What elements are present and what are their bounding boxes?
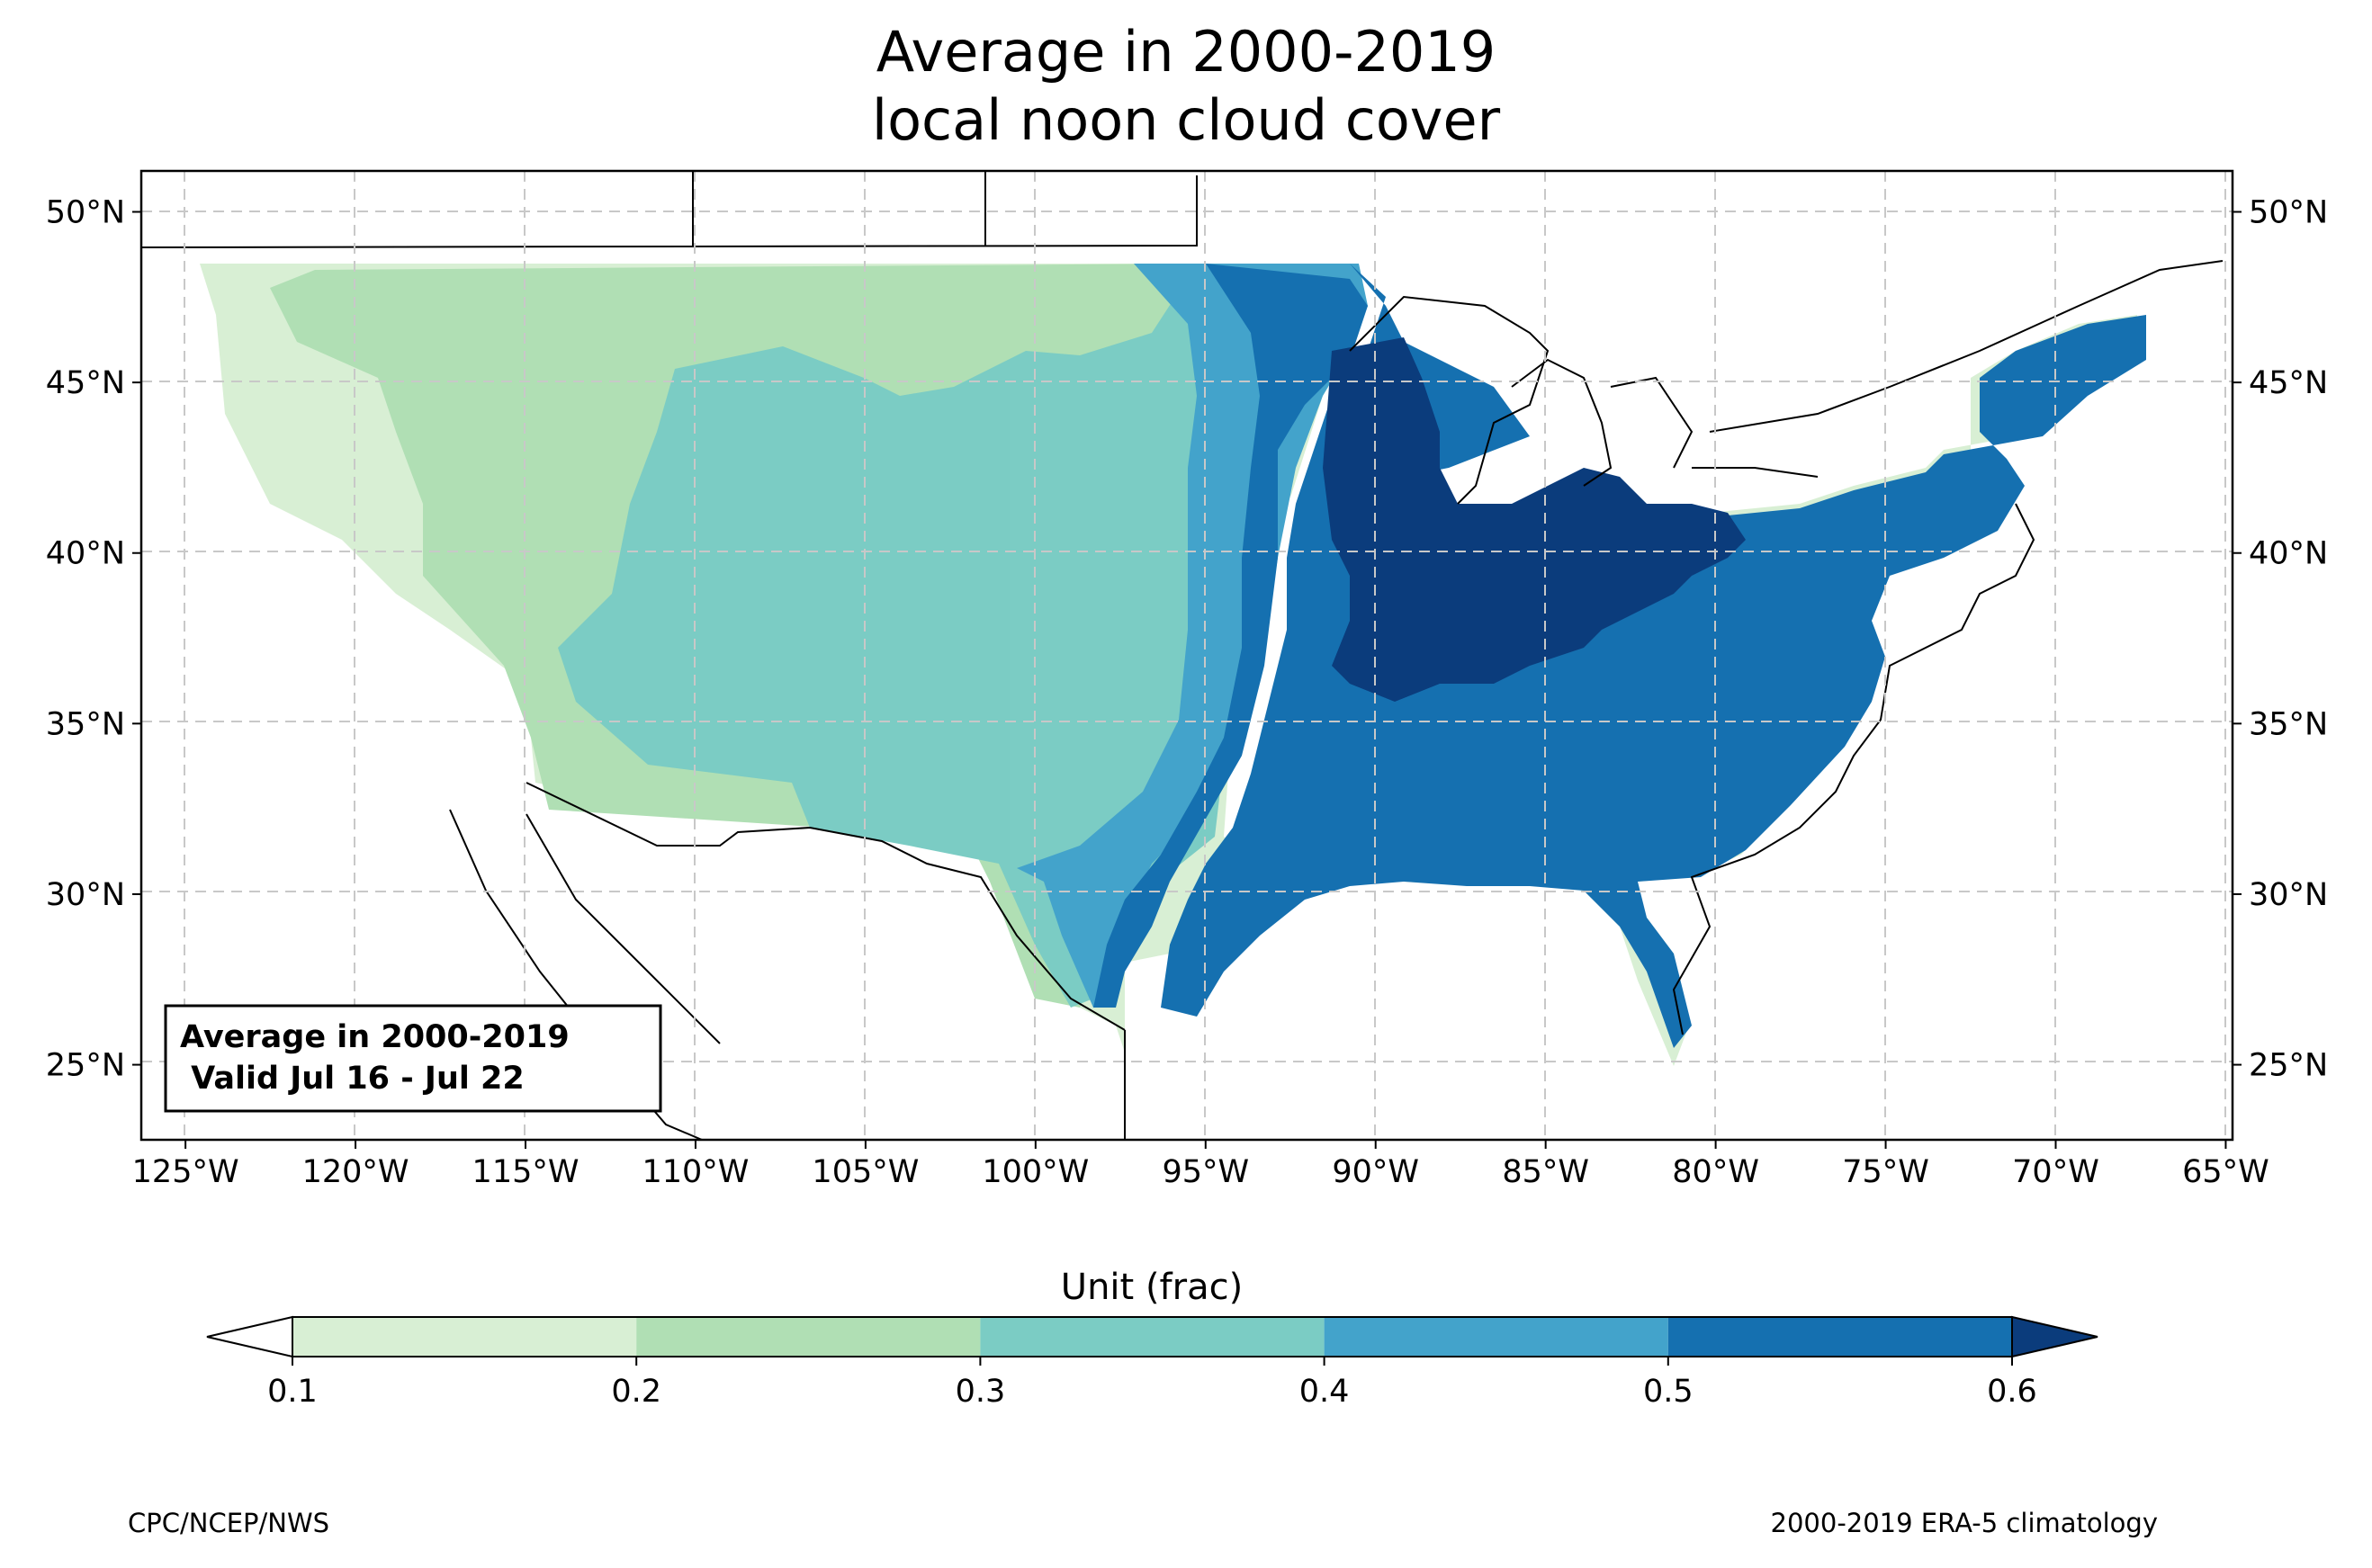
us-canada-border — [141, 175, 1198, 248]
east-coast — [1672, 503, 2035, 1035]
lat-tick-label: 25°N — [2249, 1048, 2328, 1084]
lat-tick-label: 45°N — [2249, 365, 2328, 401]
lat-tick-label: 35°N — [2249, 706, 2328, 742]
map-frame — [139, 169, 2234, 1142]
lon-tick-label: 65°W — [2182, 1154, 2269, 1190]
map-title-line-1: Average in 2000-2019 — [876, 19, 1496, 85]
colorbar-tick-label: 0.3 — [956, 1374, 1006, 1410]
longitude-ticks: 125°W 120°W 115°W 110°W 105°W 100°W 95°W 90°W 85… — [132, 1140, 2269, 1190]
colorbar-bin — [636, 1317, 981, 1357]
lat-tick-label: 45°N — [46, 365, 125, 401]
lat-tick-label: 40°N — [2249, 536, 2328, 572]
colorbar-tick-label: 0.5 — [1643, 1374, 1694, 1410]
lon-tick-label: 80°W — [1672, 1154, 1759, 1190]
lat-tick-label: 35°N — [46, 706, 125, 742]
lon-tick-label: 120°W — [302, 1154, 409, 1190]
colorbar-over-arrow — [2011, 1315, 2098, 1358]
map-title-line-2: local noon cloud cover — [871, 87, 1501, 153]
colorbar: 0.1 0.2 0.3 0.4 0.5 0.6 — [206, 1315, 2098, 1410]
annotation-line-1: Average in 2000-2019 — [180, 1019, 570, 1055]
latitude-ticks: 50°N 50°N 45°N 45°N 40°N 40°N 35°N 35°N 30°N 30°N… — [46, 195, 2328, 1084]
footer-climatology: 2000-2019 ERA-5 climatology — [1770, 1508, 2158, 1538]
colorbar-tick-label: 0.4 — [1299, 1374, 1350, 1410]
gulf-of-california-coast — [526, 813, 721, 1044]
colorbar-bin — [1324, 1317, 1668, 1357]
colorbar-tick-label: 0.6 — [1987, 1374, 2037, 1410]
lon-tick-label: 100°W — [982, 1154, 1089, 1190]
us-mexico-border — [526, 782, 1126, 1031]
lon-tick-label: 90°W — [1332, 1154, 1419, 1190]
lon-tick-label: 105°W — [812, 1154, 919, 1190]
lat-tick-label: 30°N — [2249, 877, 2328, 913]
lon-tick-label: 75°W — [1842, 1154, 1929, 1190]
annotation-line-2: Valid Jul 16 - Jul 22 — [180, 1061, 525, 1097]
colorbar-frame — [292, 1316, 2013, 1357]
lon-tick-label: 115°W — [472, 1154, 580, 1190]
colorbar-tick-label: 0.2 — [611, 1374, 661, 1410]
lon-tick-label: 110°W — [642, 1154, 749, 1190]
st-lawrence-shore — [1709, 260, 2224, 433]
lon-tick-label: 70°W — [2012, 1154, 2099, 1190]
colorbar-bin — [1667, 1317, 2012, 1357]
lat-tick-label: 50°N — [2249, 195, 2328, 231]
lat-tick-label: 50°N — [46, 195, 125, 231]
lon-tick-label: 85°W — [1502, 1154, 1589, 1190]
lon-tick-label: 95°W — [1162, 1154, 1249, 1190]
great-lakes-shoreline — [1349, 295, 1819, 505]
colorbar-bin — [292, 1317, 637, 1357]
footer-source: CPC/NCEP/NWS — [128, 1508, 330, 1538]
colorbar-label: Unit (frac) — [1060, 1267, 1244, 1308]
cloud-region-mid — [1017, 264, 1368, 1008]
lat-tick-label: 30°N — [46, 877, 125, 913]
lon-tick-label: 125°W — [132, 1154, 239, 1190]
cloud-region-very-high — [1323, 337, 1746, 702]
canada-province-borders — [692, 171, 986, 246]
colorbar-tick-label: 0.1 — [267, 1374, 318, 1410]
coastlines-and-borders — [141, 171, 2224, 1140]
colorbar-bin — [980, 1317, 1325, 1357]
colorbar-under-arrow — [206, 1315, 293, 1358]
lat-tick-label: 40°N — [46, 536, 125, 572]
map-plot-area — [200, 264, 2146, 1066]
lat-tick-label: 25°N — [46, 1048, 125, 1084]
annotation-box: Average in 2000-2019 Valid Jul 16 - Jul … — [164, 1004, 662, 1113]
cloud-region-high — [1093, 264, 1368, 1008]
